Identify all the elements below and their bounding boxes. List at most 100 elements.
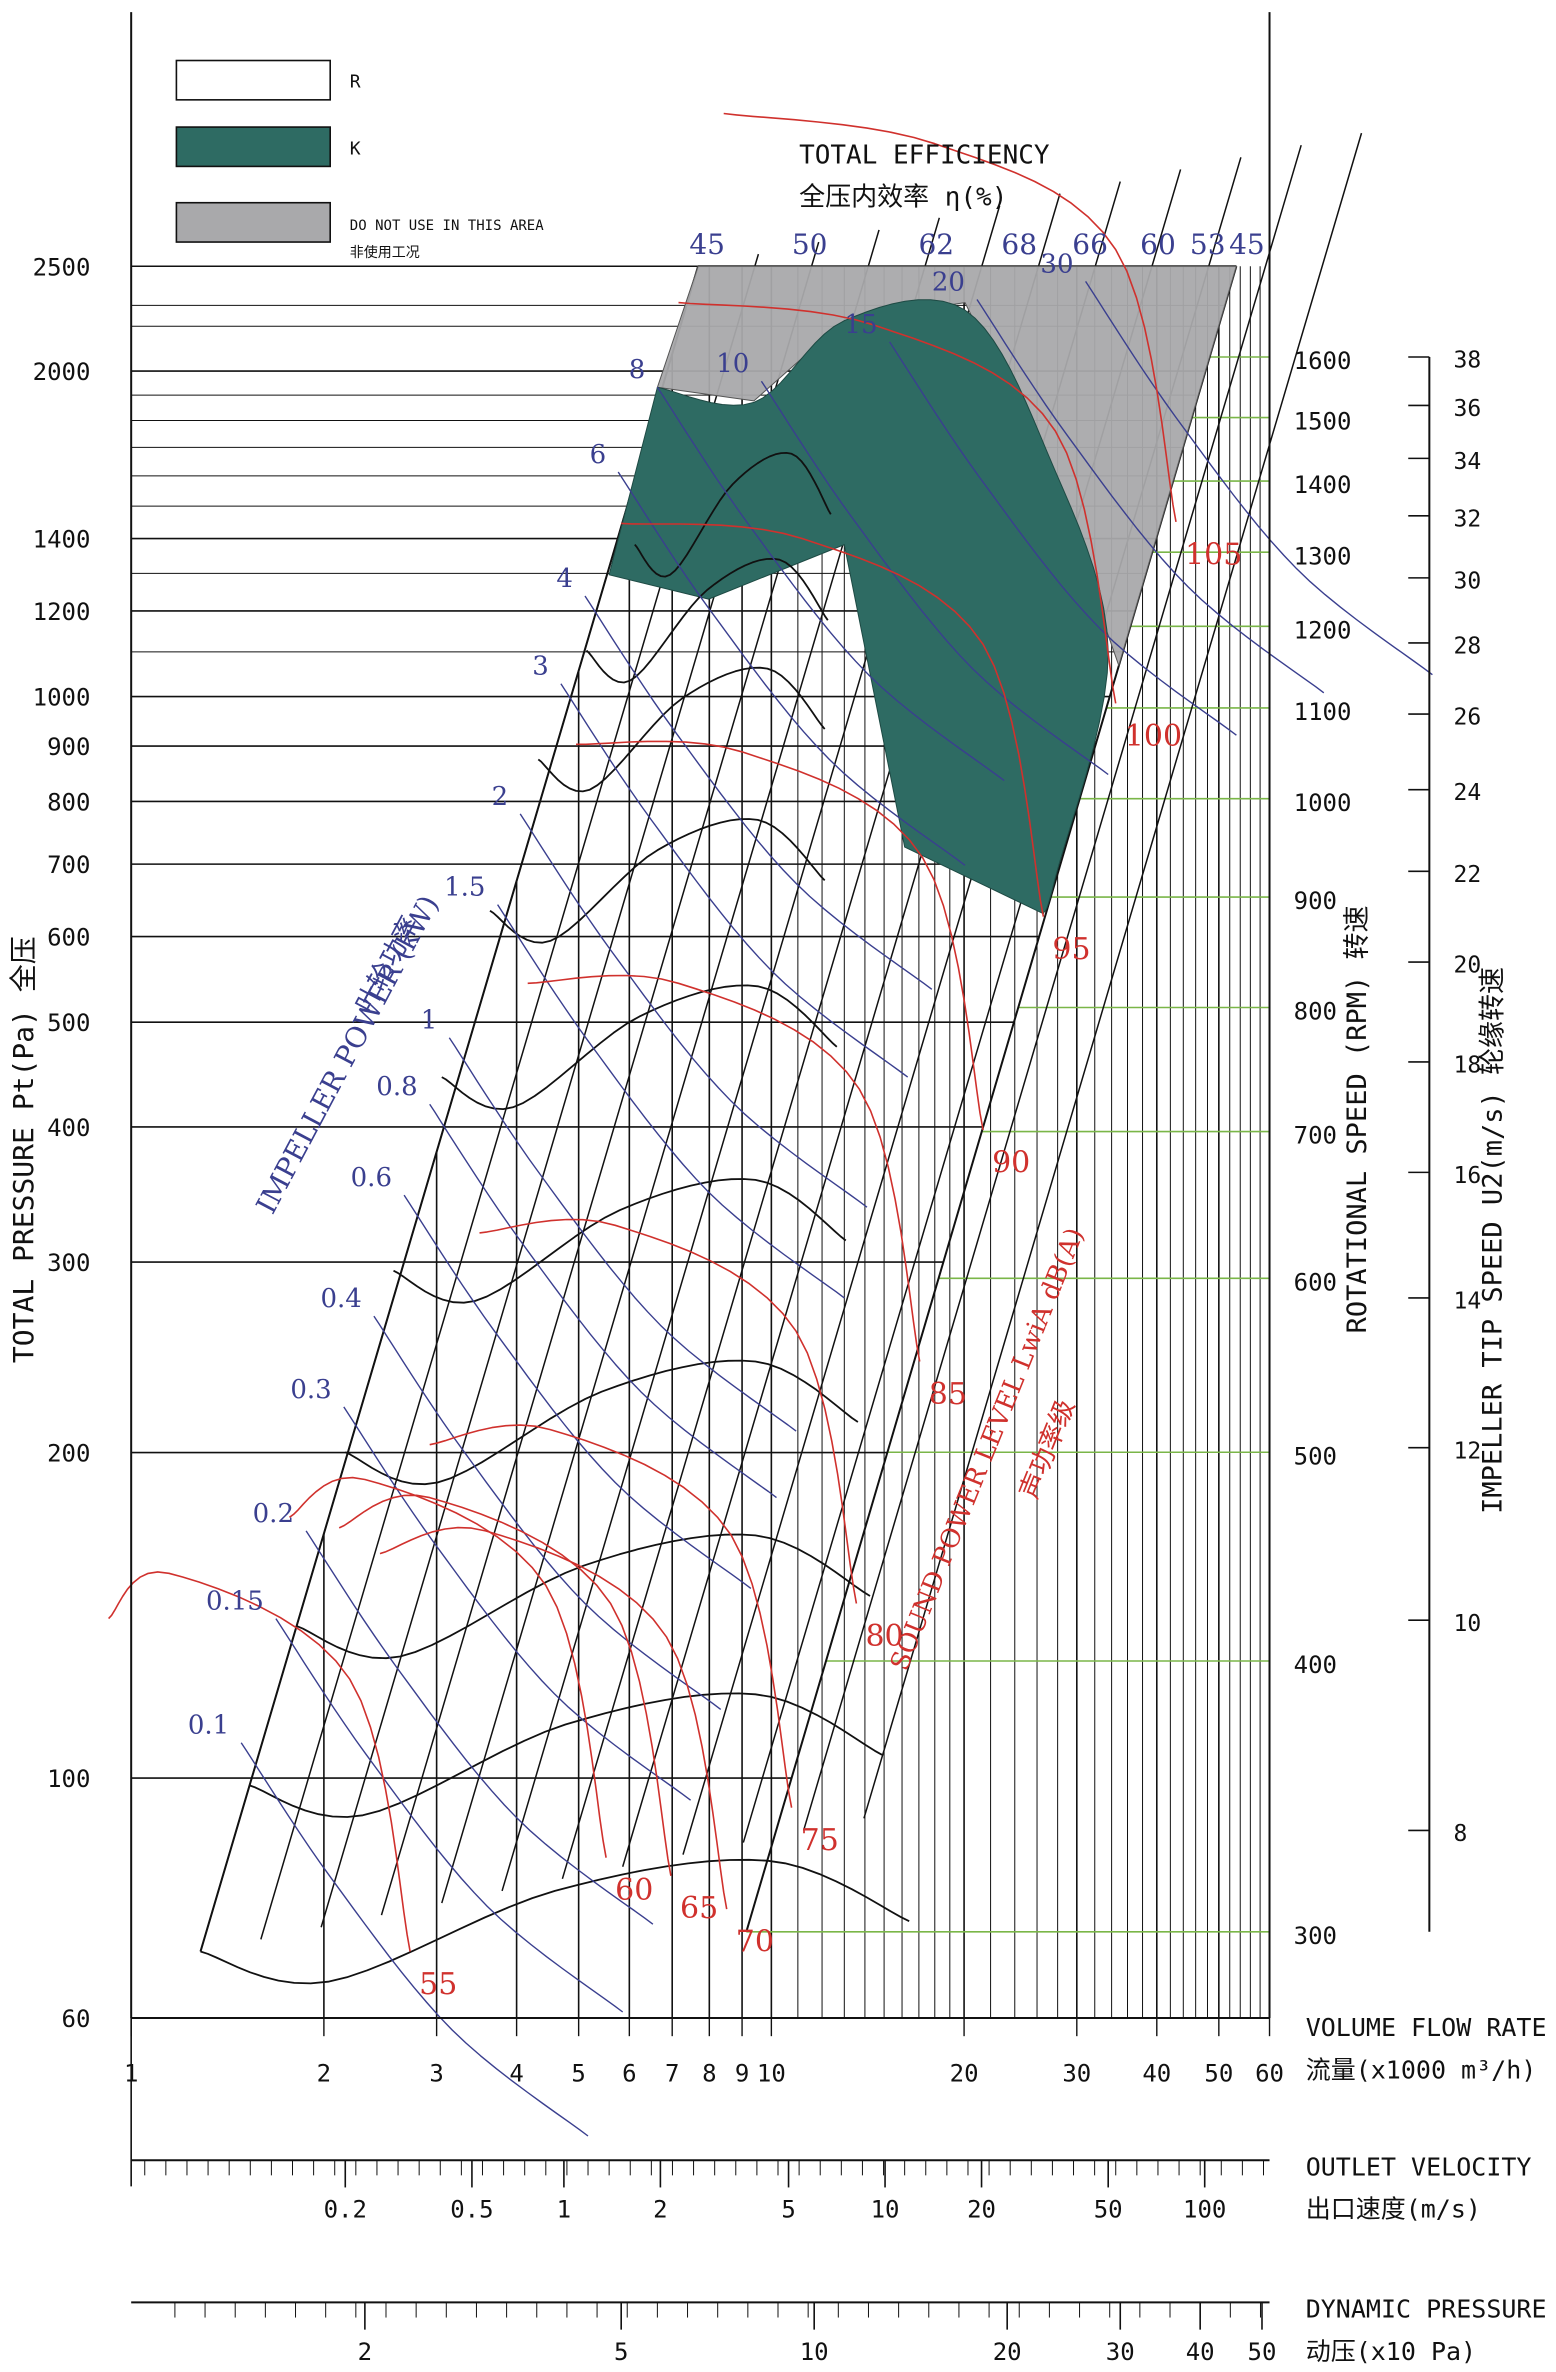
x-tick-label: 2 [317,2060,331,2088]
legend-swatch-2 [175,126,331,168]
tip-tick-label: 20 [1453,953,1481,979]
power-value-label: 30 [1040,249,1073,279]
sound-value-label: 70 [736,1924,774,1959]
power-curve [275,1618,624,2013]
operating-regions [608,265,1237,915]
y-tick-label: 60 [62,2005,91,2033]
sound-value-label: 80 [865,1619,903,1654]
power-curve [519,813,868,1208]
power-curve [560,683,909,1078]
x-tick-label: 1 [124,2060,138,2088]
power-value-label: 0.4 [321,1284,362,1314]
tip-tick-label: 30 [1453,568,1481,594]
tip-tick-label: 32 [1453,506,1481,532]
x-tick-label: 60 [1255,2060,1284,2088]
pressure-curve [441,984,838,1110]
velocity-axis-title: OUTLET VELOCITY [1306,2152,1532,2181]
efficiency-tick-label: 50 [792,228,828,261]
dp-tick-label: 2 [358,2338,372,2366]
efficiency-tick-label: 60 [1140,228,1176,261]
velocity-tick-label: 2 [653,2196,667,2224]
dp-tick-label: 30 [1106,2338,1135,2366]
tip-tick-label: 36 [1453,396,1481,422]
efficiency-title-cn: 全压内效率 η(%) [799,183,1007,213]
legend: R K DO NOT USE IN THIS AREA 非使用工况 [175,59,544,261]
rpm-tick-label: 1300 [1294,542,1352,570]
legend-label-3: DO NOT USE IN THIS AREA [350,218,544,234]
tip-tick-label: 8 [1453,1821,1467,1847]
efficiency-tick-label: 68 [1001,228,1037,261]
tip-tick-label: 22 [1453,862,1481,888]
pressure-curve [200,1858,910,1985]
x-tick-label: 7 [665,2060,679,2088]
sound-value-label: 65 [680,1891,718,1926]
velocity-tick-label: 0.2 [324,2196,367,2224]
rpm-tick-label: 1200 [1294,616,1352,644]
tip-tick-label: 14 [1453,1289,1481,1315]
k-operating-region [608,299,1109,915]
power-curve [448,1037,797,1432]
dp-axis-title-cn: 动压(x10 Pa) [1306,2337,1476,2366]
dp-axis-title: DYNAMIC PRESSURE [1306,2295,1547,2324]
tip-tick-label: 12 [1453,1438,1481,1464]
x-axis-title-cn: 流量(x1000 m³/h) [1306,2056,1537,2085]
velocity-tick-label: 5 [781,2196,795,2224]
sound-curve [108,1571,411,1952]
power-curve [617,471,966,866]
y-axis-title: TOTAL PRESSURE Pt(Pa) 全压 [7,936,40,1363]
power-value-label: 0.3 [290,1375,331,1405]
x-tick-label: 5 [571,2060,585,2088]
power-value-label: 15 [844,310,877,340]
rpm-tick-label: 900 [1294,887,1337,915]
legend-swatch-3 [175,201,331,243]
tip-tick-label: 24 [1453,780,1481,806]
power-value-label: 2 [492,782,509,812]
rpm-tick-label: 500 [1294,1442,1337,1470]
y-tick-label: 1200 [33,598,91,626]
sound-curve [289,1476,607,1858]
tip-tick-label: 26 [1453,705,1481,731]
sound-axis-title-cn: 声功率级 [1015,1395,1082,1503]
velocity-tick-label: 50 [1094,2196,1123,2224]
sound-value-label: 105 [1185,537,1242,572]
rpm-tick-label: 600 [1294,1268,1337,1296]
x-tick-label: 8 [702,2060,716,2088]
tip-tick-label: 10 [1453,1611,1481,1637]
curve-layer [108,112,1433,2137]
power-curve [403,1194,752,1589]
speed-diagonal [802,145,1302,1831]
sound-curve [429,1424,793,1808]
y-tick-label: 800 [47,788,90,816]
power-value-label: 0.6 [351,1163,392,1193]
efficiency-tick-label: 45 [1229,228,1265,261]
rpm-tick-label: 1100 [1294,698,1352,726]
sound-value-label: 100 [1125,719,1182,754]
velocity-tick-label: 1 [557,2196,571,2224]
rpm-tick-label: 800 [1294,998,1337,1026]
legend-label-2: K [350,138,361,159]
tip-tick-label: 28 [1453,634,1481,660]
sound-curve [621,522,1045,917]
sound-curve [379,1526,728,1910]
rpm-tick-label: 1400 [1294,471,1352,499]
x-tick-label: 20 [950,2060,979,2088]
y-tick-label: 600 [47,924,90,952]
legend-label-cn: 非使用工况 [350,244,420,261]
pressure-curve [296,1533,871,1660]
pressure-curve [585,557,829,684]
velocity-tick-label: 100 [1183,2196,1226,2224]
rpm-tick-label: 400 [1294,1651,1337,1679]
power-value-label: 3 [532,652,549,682]
efficiency-tick-label: 45 [689,228,725,261]
efficiency-tick-label: 66 [1072,228,1108,261]
power-curve [373,1315,722,1710]
x-axis-title: VOLUME FLOW RATE [1306,2013,1547,2042]
power-value-label: 0.15 [206,1587,264,1617]
tip-tick-label: 34 [1453,449,1481,475]
y-tick-label: 500 [47,1009,90,1037]
y-tick-label: 400 [47,1114,90,1142]
tip-tick-label: 38 [1453,348,1481,374]
dp-tick-label: 50 [1248,2338,1277,2366]
efficiency-tick-label: 62 [918,228,954,261]
